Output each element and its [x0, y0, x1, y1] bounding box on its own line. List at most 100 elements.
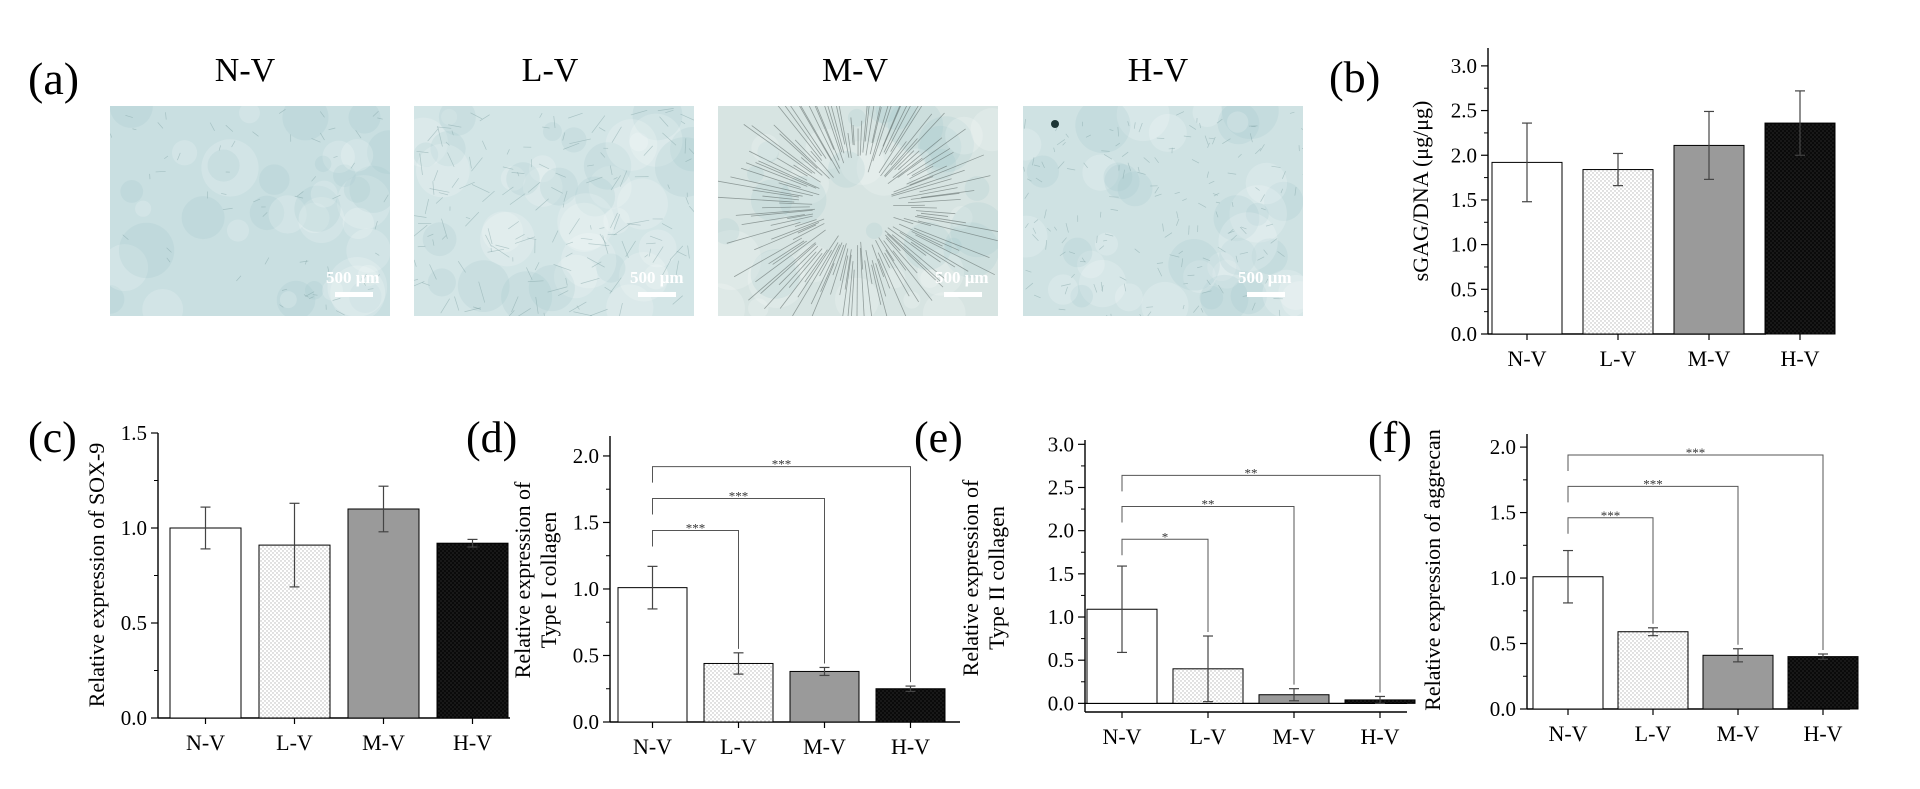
panel-label-d: (d) [466, 413, 517, 462]
y-tick-label-b: 1.0 [1451, 233, 1477, 257]
y-tick-label-d: 1.0 [573, 577, 599, 601]
y-tick-label-d: 0.0 [573, 710, 599, 734]
y-tick-label-f: 0.0 [1490, 697, 1516, 721]
micrograph-hv [1023, 106, 1303, 316]
x-tick-label-f: N-V [1548, 721, 1587, 746]
image-title-nv: N-V [214, 52, 276, 89]
y-tick-label-b: 0.5 [1451, 277, 1477, 301]
y-tick-label-c: 1.0 [121, 516, 147, 540]
x-tick-label-e: L-V [1190, 724, 1227, 749]
scale-label-nv: 500 μm [326, 268, 380, 287]
panel-a-label: (a) [28, 53, 80, 104]
panel-label-c: (c) [28, 413, 77, 462]
bar-f-M-V [1702, 654, 1774, 710]
y-axis-label-b: sGAG/DNA (μg/μg) [1408, 101, 1433, 282]
y-tick-label-b: 1.5 [1451, 188, 1477, 212]
y-tick-label-c: 1.5 [121, 421, 147, 445]
y-tick-label-f: 2.0 [1490, 435, 1516, 459]
x-tick-label-d: N-V [633, 734, 672, 759]
panel-label-e: (e) [914, 413, 963, 462]
scale-label-lv: 500 μm [630, 268, 684, 287]
y-axis-label-c: Relative expression of SOX-9 [84, 443, 109, 708]
significance-bracket-f [1567, 517, 1654, 624]
panel-label-f: (f) [1368, 413, 1412, 462]
bar-b-L-V [1582, 169, 1654, 335]
y-tick-label-c: 0.0 [121, 706, 147, 730]
y-axis-label-e: Relative expression of [958, 479, 983, 676]
chart-c: (c) 0.0 0.5 1.0 1.5 Relative expression of SO… [28, 413, 510, 755]
x-tick-label-f: H-V [1803, 721, 1842, 746]
bar-d-N-V [617, 587, 688, 723]
x-tick-label-b: H-V [1780, 346, 1819, 371]
bar-f-H-V [1787, 656, 1859, 710]
x-tick-label-f: M-V [1717, 721, 1760, 746]
y-axis-label-d: Type I collagen [536, 512, 561, 649]
y-tick-label-d: 1.5 [573, 510, 599, 534]
y-axis-label-f: Relative expression of aggrecan [1420, 429, 1445, 711]
y-tick-label-e: 0.5 [1048, 648, 1074, 672]
image-title-lv: L-V [521, 52, 579, 89]
y-tick-label-c: 0.5 [121, 611, 147, 635]
significance-label-f: *** [1643, 476, 1663, 491]
y-tick-label-e: 0.0 [1048, 691, 1074, 715]
y-tick-label-b: 2.0 [1451, 143, 1477, 167]
y-tick-label-d: 2.0 [573, 444, 599, 468]
significance-bracket-d [652, 529, 739, 649]
x-tick-label-b: L-V [1600, 346, 1637, 371]
chart-e: (e) 0.0 0.5 1.0 1.5 2.0 2.5 3.0 Relative express… [914, 413, 1416, 749]
x-tick-label-d: H-V [891, 734, 930, 759]
panel-label-b: (b) [1329, 53, 1380, 102]
x-tick-label-e: H-V [1360, 724, 1399, 749]
significance-bracket-d [652, 466, 911, 683]
significance-bracket-e [1121, 505, 1295, 685]
bar-c-M-V [347, 508, 420, 719]
chart-b: (b) 0.0 0.5 1.0 1.5 2.0 2.5 3.0 sGAG/DNA (μg/μg)… [1329, 48, 1836, 371]
significance-label-d: *** [686, 520, 706, 535]
bar-d-H-V [875, 688, 946, 723]
y-tick-label-f: 0.5 [1490, 632, 1516, 656]
bar-d-M-V [789, 670, 860, 723]
significance-label-f: *** [1686, 445, 1706, 460]
image-title-mv: M-V [821, 52, 889, 89]
x-tick-label-c: H-V [453, 730, 492, 755]
y-tick-label-b: 2.5 [1451, 99, 1477, 123]
y-tick-label-e: 1.0 [1048, 605, 1074, 629]
bar-c-H-V [436, 542, 509, 719]
significance-bracket-d [652, 498, 825, 664]
micrograph-lv [414, 106, 694, 316]
scale-label-mv: 500 μm [935, 268, 989, 287]
y-tick-label-e: 3.0 [1048, 432, 1074, 456]
chart-d: (d) 0.0 0.5 1.0 1.5 2.0 Relative expression of… [466, 413, 960, 759]
x-tick-label-e: N-V [1102, 724, 1141, 749]
y-tick-label-e: 1.5 [1048, 562, 1074, 586]
y-tick-label-f: 1.0 [1490, 566, 1516, 590]
significance-label-f: *** [1601, 508, 1621, 523]
scale-bar-nv [335, 292, 373, 297]
significance-label-e: ** [1202, 496, 1215, 511]
y-tick-label-d: 0.5 [573, 643, 599, 667]
significance-bracket-e [1121, 538, 1209, 633]
y-tick-label-e: 2.5 [1048, 475, 1074, 499]
bar-b-H-V [1764, 122, 1836, 335]
bar-f-L-V [1617, 631, 1689, 710]
bar-c-N-V [169, 527, 242, 719]
significance-label-e: * [1162, 529, 1169, 544]
significance-bracket-e [1121, 474, 1381, 693]
significance-label-d: *** [729, 489, 749, 504]
x-tick-label-c: M-V [362, 730, 405, 755]
y-axis-label-d: Relative expression of [510, 481, 535, 678]
x-tick-label-c: N-V [186, 730, 225, 755]
y-tick-label-f: 1.5 [1490, 501, 1516, 525]
x-tick-label-b: N-V [1507, 346, 1546, 371]
image-title-hv: H-V [1127, 52, 1189, 89]
micrograph-mv [718, 106, 998, 316]
x-tick-label-e: M-V [1273, 724, 1316, 749]
scale-bar-hv [1247, 292, 1285, 297]
x-tick-label-c: L-V [276, 730, 313, 755]
significance-bracket-f [1567, 454, 1824, 650]
y-axis-label-e: Type II collagen [984, 506, 1009, 650]
significance-bracket-f [1567, 485, 1739, 645]
significance-label-d: *** [772, 457, 792, 472]
x-tick-label-f: L-V [1635, 721, 1672, 746]
